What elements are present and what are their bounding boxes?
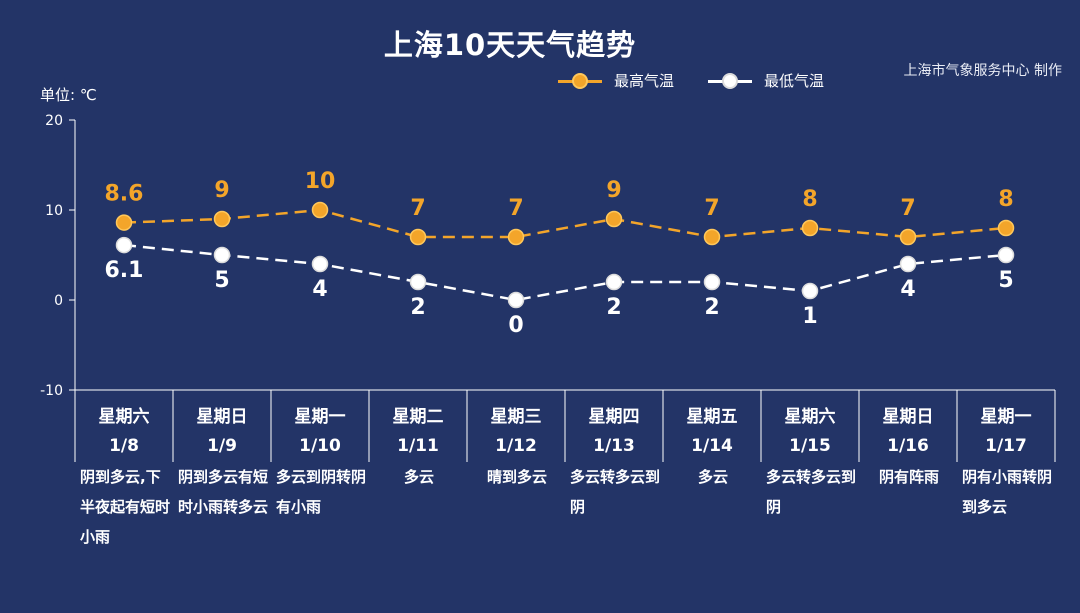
data-point-low xyxy=(605,273,623,291)
chart-title: 上海10天天气趋势 xyxy=(383,28,637,62)
data-point-high xyxy=(605,210,623,228)
weather-description: 晴到多云 xyxy=(486,468,547,486)
x-tick-date: 1/15 xyxy=(789,436,831,456)
weather-description: 阴有阵雨 xyxy=(878,468,939,486)
x-tick-date: 1/13 xyxy=(593,436,635,456)
data-label-high: 7 xyxy=(900,196,915,221)
data-point-low xyxy=(311,255,329,273)
data-point-low xyxy=(703,273,721,291)
data-point-high xyxy=(115,214,133,231)
x-tick-weekday: 星期日 xyxy=(883,407,934,427)
legend-item-low: 最低气温 xyxy=(708,70,824,91)
y-tick-label: 0 xyxy=(54,293,63,309)
data-point-high xyxy=(409,228,427,246)
data-label-low: 2 xyxy=(606,295,621,320)
data-point-high xyxy=(703,228,721,246)
x-tick-weekday: 星期日 xyxy=(197,407,248,427)
weather-description: 多云到阴转阴有小雨 xyxy=(276,468,367,516)
data-label-low: 5 xyxy=(998,268,1013,293)
data-label-high: 7 xyxy=(410,196,425,221)
x-tick-weekday: 星期二 xyxy=(393,407,444,427)
x-tick-date: 1/16 xyxy=(887,436,929,456)
legend-swatch-high xyxy=(558,71,602,91)
data-label-low: 5 xyxy=(214,268,229,293)
data-point-high xyxy=(801,219,819,237)
data-label-high: 8.6 xyxy=(105,182,144,207)
data-point-high xyxy=(899,228,917,246)
data-point-low xyxy=(213,246,231,264)
data-point-low xyxy=(899,255,917,273)
weather-description: 阴到多云,下半夜起有短时小雨 xyxy=(80,468,171,546)
data-point-low xyxy=(997,246,1015,264)
x-tick-weekday: 星期一 xyxy=(981,407,1032,427)
data-point-high xyxy=(213,210,231,228)
data-label-low: 1 xyxy=(802,304,817,329)
x-tick-weekday: 星期六 xyxy=(99,406,150,427)
data-label-low: 0 xyxy=(508,313,523,338)
x-tick-date: 1/10 xyxy=(299,436,341,456)
unit-label: 单位: ℃ xyxy=(40,86,97,104)
x-tick-date: 1/17 xyxy=(985,436,1027,456)
data-label-high: 8 xyxy=(998,187,1013,212)
data-label-high: 7 xyxy=(508,196,523,221)
data-point-high xyxy=(311,201,329,219)
data-point-low xyxy=(409,273,427,291)
x-tick-date: 1/8 xyxy=(109,436,139,456)
x-tick-date: 1/12 xyxy=(495,436,537,456)
weather-description: 阴到多云有短时小雨转多云 xyxy=(178,468,269,516)
y-tick-label: 20 xyxy=(45,113,63,129)
data-point-high xyxy=(507,228,525,246)
weather-description: 多云 xyxy=(697,468,728,486)
x-tick-date: 1/14 xyxy=(691,436,733,456)
data-point-high xyxy=(997,219,1015,237)
data-label-high: 7 xyxy=(704,196,719,221)
data-point-low xyxy=(507,291,525,309)
x-tick-weekday: 星期五 xyxy=(687,407,738,427)
y-tick-label: -10 xyxy=(40,383,63,399)
data-label-low: 4 xyxy=(900,277,915,302)
legend-swatch-low xyxy=(708,71,753,91)
legend-label-high: 最高气温 xyxy=(614,72,675,90)
data-label-high: 9 xyxy=(214,178,229,203)
legend: 最高气温 最低气温 xyxy=(558,70,858,91)
x-tick-weekday: 星期三 xyxy=(491,407,542,427)
weather-description: 多云转多云到阴 xyxy=(766,468,857,516)
weather-description: 多云 xyxy=(403,468,434,486)
series-line-low xyxy=(123,243,1007,302)
data-label-low: 2 xyxy=(410,295,425,320)
data-label-high: 9 xyxy=(606,178,621,203)
x-tick-weekday: 星期一 xyxy=(295,407,346,427)
data-label-high: 8 xyxy=(802,187,817,212)
data-point-low xyxy=(115,236,133,254)
y-tick-label: 10 xyxy=(45,203,63,219)
legend-label-low: 最低气温 xyxy=(764,72,825,90)
x-tick-date: 1/11 xyxy=(397,436,439,456)
x-tick-date: 1/9 xyxy=(207,436,237,456)
weather-description: 阴有小雨转阴到多云 xyxy=(962,468,1053,516)
data-label-low: 4 xyxy=(312,277,327,302)
credit-text: 上海市气象服务中心 制作 xyxy=(903,63,1062,79)
legend-item-high: 最高气温 xyxy=(558,70,674,91)
x-tick-weekday: 星期六 xyxy=(785,406,836,427)
data-label-low: 2 xyxy=(704,295,719,320)
data-label-low: 6.1 xyxy=(105,258,144,283)
data-label-high: 10 xyxy=(305,169,336,194)
data-point-low xyxy=(801,282,819,300)
x-tick-weekday: 星期四 xyxy=(589,407,640,427)
weather-description: 多云转多云到阴 xyxy=(570,468,661,516)
series-line-high xyxy=(123,208,1007,239)
